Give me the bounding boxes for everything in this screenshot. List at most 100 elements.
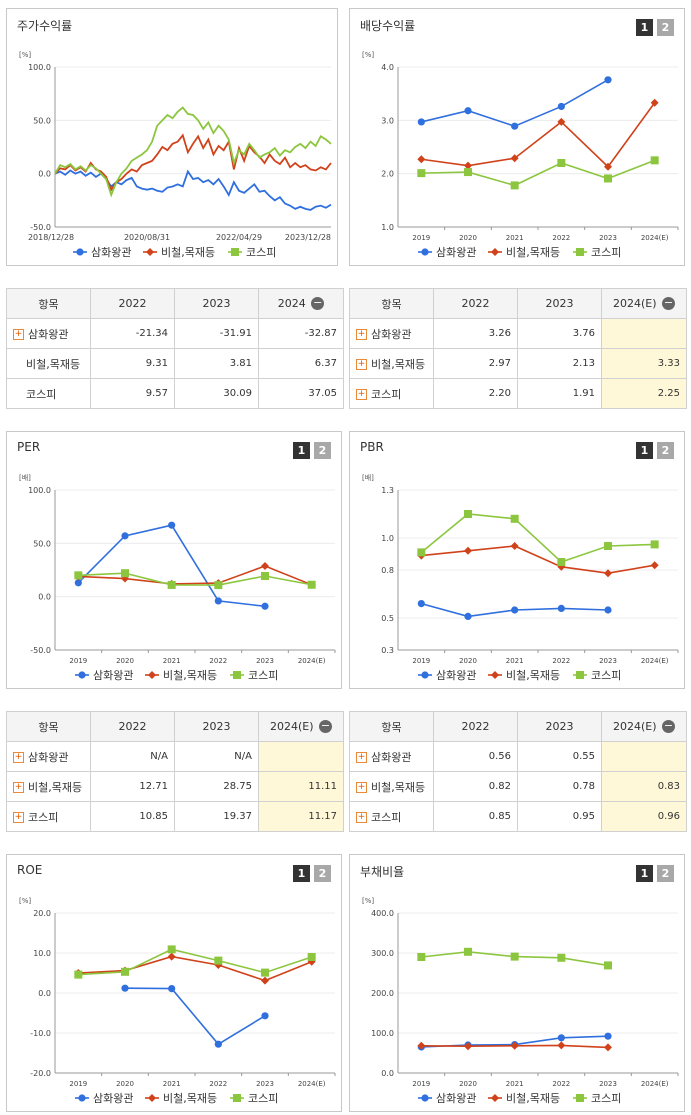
legend-label: 삼화왕관 <box>93 1092 133 1105</box>
y-tick-label: 100.0 <box>28 486 51 495</box>
data-point <box>261 572 269 581</box>
unit-label: [%] <box>19 897 31 905</box>
series-line <box>77 524 266 608</box>
page-2-button[interactable]: 2 <box>314 442 331 459</box>
page-1-button[interactable]: 1 <box>636 442 653 459</box>
data-point <box>510 542 519 550</box>
page-1-button[interactable]: 1 <box>636 865 653 882</box>
data-point <box>307 957 316 966</box>
x-tick-label: 2024(E) <box>298 657 326 665</box>
legend-label: 비철,목재등 <box>506 669 560 682</box>
unit-label: [배] <box>362 473 374 482</box>
legend-label: 코스피 <box>246 246 276 259</box>
legend-marker <box>231 248 239 256</box>
data-point <box>261 562 269 570</box>
data-point <box>167 945 176 954</box>
unit-label: [%] <box>362 897 374 905</box>
table-cell: 19.37 <box>174 801 259 832</box>
data-point <box>604 961 612 970</box>
table-cell: 0.56 <box>433 741 518 772</box>
table-row: + 비철,목재등 2.97 2.13 3.33 <box>349 348 687 379</box>
legend-marker <box>233 671 241 679</box>
data-point <box>557 1034 565 1042</box>
legend-marker <box>576 248 584 256</box>
x-tick-label: 2022 <box>209 657 227 665</box>
data-point <box>74 970 83 979</box>
expand-icon[interactable]: + <box>13 782 24 793</box>
table-cell: N/A <box>174 741 259 772</box>
y-tick-label: 0.5 <box>381 614 394 623</box>
unit-label: [%] <box>362 51 374 59</box>
expand-icon[interactable]: + <box>13 752 24 763</box>
y-tick-label: 0.0 <box>381 1069 394 1078</box>
legend-marker <box>421 671 429 679</box>
data-point <box>557 604 565 612</box>
page-1-button[interactable]: 1 <box>293 865 310 882</box>
x-tick-label: 2024(E) <box>641 1080 669 1088</box>
table-cell: 0.78 <box>517 771 602 802</box>
page-2-button[interactable]: 2 <box>657 19 674 36</box>
legend-label: 삼화왕관 <box>93 669 133 682</box>
table-header: 2022 <box>90 288 175 319</box>
x-tick-label: 2023/12/28 <box>285 233 331 242</box>
y-tick-label: 50.0 <box>33 116 51 125</box>
per-table: 항목 2022 2023 2024(E) − + 삼화왕관 N/A N/A + 비철… <box>6 711 344 832</box>
page-2-button[interactable]: 2 <box>314 865 331 882</box>
legend-marker <box>576 671 584 679</box>
x-tick-label: 2023 <box>599 1080 617 1088</box>
data-point <box>261 968 269 977</box>
expand-icon[interactable]: + <box>356 752 367 763</box>
table-cell: 11.11 <box>258 771 344 802</box>
pbr-table: 항목 2022 2023 2024(E) − + 삼화왕관 0.56 0.55 +… <box>349 711 687 832</box>
x-tick-label: 2022 <box>552 1080 570 1088</box>
data-point <box>261 602 269 610</box>
x-tick-label: 2024(E) <box>641 234 669 242</box>
x-tick-label: 2019 <box>69 1080 87 1088</box>
collapse-icon[interactable]: − <box>311 296 325 311</box>
legend-label: 코스피 <box>248 1092 278 1105</box>
x-tick-label: 2020 <box>459 234 477 242</box>
legend-marker <box>78 1094 86 1102</box>
page-1-button[interactable]: 1 <box>293 442 310 459</box>
expand-icon[interactable]: + <box>356 359 367 370</box>
data-point <box>464 107 472 115</box>
x-tick-label: 2022 <box>552 657 570 665</box>
expand-icon[interactable]: + <box>356 329 367 340</box>
legend-label: 코스피 <box>591 246 621 259</box>
expand-icon[interactable]: + <box>356 782 367 793</box>
x-tick-label: 2019 <box>69 657 87 665</box>
series-line <box>421 545 655 575</box>
collapse-icon[interactable]: − <box>662 296 676 311</box>
page-2-button[interactable]: 2 <box>657 865 674 882</box>
table-header: 항목 <box>349 288 434 319</box>
data-point <box>604 162 612 171</box>
table-cell: 1.91 <box>517 378 602 409</box>
data-point <box>510 1041 519 1050</box>
collapse-icon[interactable]: − <box>319 719 333 734</box>
legend-marker <box>233 1094 241 1102</box>
unit-label: [배] <box>19 473 31 482</box>
series-line <box>54 169 332 211</box>
table-cell <box>601 318 687 349</box>
legend-marker <box>491 671 499 679</box>
expand-icon[interactable]: + <box>356 389 367 400</box>
series-line <box>78 948 312 976</box>
x-tick-label: 2021 <box>506 1080 524 1088</box>
collapse-icon[interactable]: − <box>662 719 676 734</box>
data-point <box>214 597 222 605</box>
page-1-button[interactable]: 1 <box>636 19 653 36</box>
table-cell: 30.09 <box>174 378 259 409</box>
expand-icon[interactable]: + <box>13 812 24 823</box>
x-tick-label: 2019 <box>412 1080 430 1088</box>
debt-ratio-chart: [%] 400.0 300.0 200.0 100.0 0.0 2019 2020 2021 20… <box>362 897 679 1105</box>
legend-label: 비철,목재등 <box>161 246 215 259</box>
page-2-button[interactable]: 2 <box>657 442 674 459</box>
table-cell: 3.33 <box>601 348 687 379</box>
expand-icon[interactable]: + <box>13 329 24 340</box>
legend-marker <box>491 248 499 256</box>
data-point <box>604 76 612 84</box>
x-tick-label: 2020 <box>459 1080 477 1088</box>
expand-icon[interactable]: + <box>356 812 367 823</box>
data-point <box>510 514 519 523</box>
y-tick-label: 0.8 <box>381 566 394 575</box>
